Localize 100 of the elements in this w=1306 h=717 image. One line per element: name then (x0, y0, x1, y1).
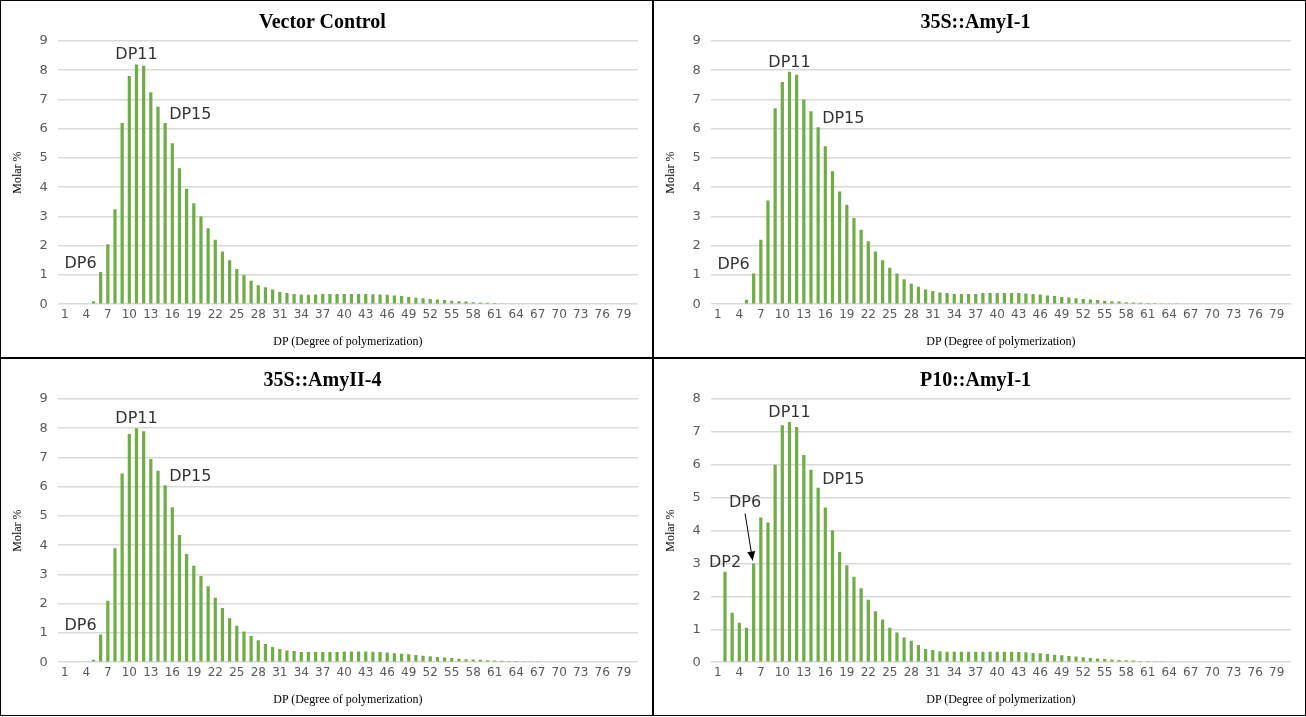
bar (156, 470, 160, 662)
bar (802, 99, 806, 304)
bar (364, 651, 368, 662)
bar (780, 81, 784, 304)
y-tick-label: 3 (692, 554, 701, 570)
bar (428, 656, 432, 662)
bar (342, 651, 346, 662)
x-tick-label: 52 (422, 664, 438, 679)
x-tick-label: 28 (903, 664, 919, 679)
bar (830, 171, 835, 304)
annotation: DP11 (768, 402, 811, 422)
x-tick-label: 1 (714, 306, 722, 321)
bar (206, 228, 210, 304)
bar (895, 273, 899, 304)
x-axis-title: DP (Degree of polymerization) (926, 333, 1076, 348)
bar (823, 507, 827, 662)
x-tick-label: 19 (839, 306, 855, 321)
y-tick-label: 7 (692, 90, 701, 106)
bar (1074, 298, 1078, 304)
bar (142, 431, 146, 662)
bar (1074, 656, 1078, 662)
bar (859, 588, 863, 662)
y-tick-label: 7 (39, 448, 48, 464)
bar (142, 65, 146, 304)
bar (177, 168, 182, 304)
x-tick-label: 43 (1011, 664, 1027, 679)
x-tick-label: 76 (1247, 664, 1263, 679)
x-tick-label: 76 (594, 664, 610, 679)
bar (902, 279, 906, 304)
x-tick-label: 37 (968, 664, 984, 679)
x-tick-label: 31 (925, 306, 941, 321)
bar (981, 651, 985, 662)
x-tick-label: 46 (379, 306, 395, 321)
bar (328, 651, 332, 662)
bar (414, 654, 418, 662)
bar (235, 269, 239, 304)
x-tick-label: 79 (1269, 664, 1285, 679)
chart-title: Vector Control (259, 10, 387, 33)
x-tick-label: 31 (272, 306, 288, 321)
x-tick-label: 67 (1183, 306, 1199, 321)
bar (192, 565, 196, 662)
x-tick-label: 40 (336, 306, 352, 321)
x-tick-label: 31 (925, 664, 941, 679)
bar (134, 64, 139, 304)
bar (335, 651, 339, 662)
x-tick-label: 49 (401, 664, 417, 679)
x-tick-label: 22 (860, 306, 876, 321)
x-tick-label: 34 (946, 306, 962, 321)
x-tick-label: 10 (774, 664, 790, 679)
x-tick-label: 61 (487, 664, 503, 679)
bar (909, 640, 913, 662)
bar (163, 122, 167, 304)
bar (888, 267, 892, 304)
bar (845, 204, 849, 304)
x-tick-label: 16 (817, 306, 833, 321)
y-tick-label: 2 (39, 237, 48, 253)
bar (256, 285, 260, 304)
bar (349, 651, 354, 662)
x-tick-label: 10 (121, 664, 137, 679)
bar (1038, 653, 1042, 662)
bar (737, 622, 741, 662)
bar (285, 293, 289, 304)
x-tick-label: 7 (104, 664, 112, 679)
bar (263, 287, 268, 304)
x-tick-label: 52 (1075, 306, 1091, 321)
x-tick-label: 10 (774, 306, 790, 321)
bar (127, 434, 131, 662)
bar (378, 651, 382, 662)
bar (852, 217, 856, 304)
bar (773, 464, 777, 662)
bar (816, 127, 820, 304)
bar (787, 422, 792, 662)
bar (213, 239, 217, 304)
bar (356, 651, 361, 662)
x-tick-label: 25 (229, 306, 245, 321)
x-tick-label: 31 (272, 664, 288, 679)
annotation: DP15 (822, 468, 865, 488)
x-tick-label: 73 (573, 664, 589, 679)
y-tick-label: 5 (39, 507, 48, 523)
annotation: DP15 (169, 466, 212, 486)
x-tick-label: 55 (444, 664, 460, 679)
bar (924, 649, 928, 662)
bar (773, 108, 777, 304)
bar (285, 650, 289, 662)
x-tick-label: 7 (757, 664, 765, 679)
annotation: DP11 (115, 44, 158, 64)
x-tick-label: 22 (860, 664, 876, 679)
y-tick-label: 9 (692, 32, 701, 48)
bar (787, 71, 792, 304)
bar (421, 655, 425, 662)
x-tick-label: 55 (1097, 664, 1113, 679)
x-tick-label: 22 (207, 306, 223, 321)
x-tick-label: 28 (250, 664, 266, 679)
bar (802, 454, 806, 662)
annotation: DP2 (708, 551, 742, 571)
x-tick-label: 49 (401, 306, 417, 321)
x-tick-label: 34 (293, 306, 309, 321)
bar (120, 473, 124, 662)
bar (192, 203, 196, 304)
bar (371, 294, 375, 304)
